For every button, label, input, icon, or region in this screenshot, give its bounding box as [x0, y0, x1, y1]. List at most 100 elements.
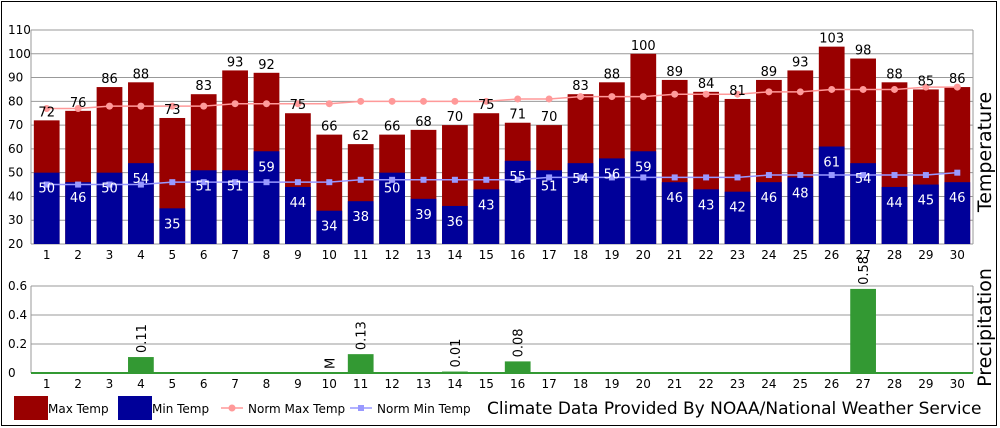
norm-max-temp-point — [294, 100, 302, 108]
min-temp-label: 59 — [635, 160, 652, 175]
temp-x-tick-label: 27 — [855, 248, 870, 262]
temp-x-tick-label: 1 — [43, 248, 51, 262]
temp-x-tick-label: 15 — [479, 248, 494, 262]
min-temp-label: 39 — [415, 208, 432, 223]
temp-x-tick-label: 16 — [510, 248, 525, 262]
min-temp-bar — [347, 201, 374, 244]
precip-y-tick-label: 0 — [8, 366, 16, 380]
norm-min-temp-point — [420, 176, 427, 183]
min-temp-bar — [379, 172, 405, 244]
min-temp-bar — [253, 151, 280, 244]
norm-min-temp-point — [514, 176, 521, 183]
min-temp-label: 48 — [792, 186, 809, 201]
min-temp-label: 54 — [572, 172, 589, 187]
min-temp-bar — [661, 182, 688, 244]
temp-x-tick-label: 3 — [106, 248, 114, 262]
temp-x-tick-label: 29 — [918, 248, 933, 262]
norm-max-temp-point — [734, 90, 741, 98]
temp-x-tick-label: 21 — [667, 248, 682, 262]
max-temp-label: 89 — [666, 65, 683, 80]
max-temp-label: 84 — [698, 77, 715, 92]
min-temp-label: 61 — [823, 156, 840, 171]
norm-min-temp-point — [483, 176, 490, 183]
norm-min-temp-point — [640, 174, 647, 181]
norm-max-temp-point — [388, 97, 396, 105]
norm-min-temp-line — [46, 171, 958, 186]
min-temp-bar — [913, 184, 939, 244]
norm-max-temp-point — [420, 97, 427, 105]
precip-bar — [128, 357, 154, 373]
max-temp-label: 89 — [761, 65, 778, 80]
min-temp-label: 51 — [195, 179, 212, 194]
legend-swatch — [118, 396, 152, 420]
min-temp-label: 54 — [855, 172, 872, 187]
legend-label: Min Temp — [152, 402, 209, 416]
min-temp-label: 54 — [133, 172, 150, 187]
max-temp-label: 98 — [855, 44, 872, 59]
min-temp-bar — [128, 163, 154, 244]
precip-x-tick-label: 17 — [541, 377, 556, 391]
precip-x-tick-label: 6 — [200, 377, 208, 391]
norm-min-temp-point — [294, 179, 301, 186]
norm-max-temp-point — [765, 88, 773, 96]
min-temp-label: 50 — [38, 182, 55, 197]
precip-x-tick-label: 3 — [106, 377, 114, 391]
credit-text: Climate Data Provided By NOAA/National W… — [487, 399, 981, 419]
max-temp-label: 92 — [258, 58, 275, 73]
legend-label: Norm Max Temp — [248, 402, 345, 416]
min-temp-bar — [473, 189, 500, 244]
max-temp-label: 103 — [819, 32, 844, 47]
precip-x-tick-label: 24 — [761, 377, 776, 391]
precip-x-tick-label: 13 — [416, 377, 431, 391]
temp-x-tick-label: 12 — [384, 248, 399, 262]
max-temp-label: 83 — [195, 79, 212, 94]
max-temp-label: 71 — [509, 108, 526, 123]
max-temp-label: 70 — [447, 110, 464, 125]
temp-x-tick-label: 14 — [447, 248, 462, 262]
max-temp-label: 66 — [321, 120, 338, 135]
norm-max-temp-point — [671, 90, 679, 98]
norm-min-temp-point — [169, 179, 176, 186]
min-temp-bar — [881, 186, 908, 244]
norm-min-temp-point — [922, 172, 929, 179]
precip-x-tick-label: 15 — [479, 377, 494, 391]
norm-max-temp-point — [859, 85, 867, 93]
temp-y-tick-label: 50 — [8, 166, 23, 180]
temp-y-tick-label: 70 — [8, 118, 23, 132]
norm-max-temp-point — [828, 85, 836, 93]
norm-min-temp-point — [608, 174, 615, 181]
precip-x-tick-label: 21 — [667, 377, 682, 391]
norm-max-temp-point — [891, 85, 898, 93]
precip-x-tick-label: 5 — [168, 377, 176, 391]
norm-max-temp-point — [545, 95, 553, 103]
min-temp-bar — [630, 151, 657, 244]
temp-x-tick-label: 8 — [263, 248, 271, 262]
temp-y-tick-label: 110 — [8, 23, 31, 37]
max-temp-label: 93 — [227, 55, 244, 70]
norm-max-temp-point — [325, 100, 333, 108]
norm-min-temp-point — [137, 181, 144, 188]
min-temp-label: 51 — [227, 179, 244, 194]
max-temp-label: 85 — [918, 74, 935, 89]
precip-x-tick-label: 9 — [294, 377, 302, 391]
max-temp-label: 70 — [541, 110, 558, 125]
precip-x-tick-label: 14 — [447, 377, 462, 391]
norm-max-temp-point — [953, 83, 961, 91]
norm-max-temp-point — [702, 90, 710, 98]
precip-y-tick-label: 0.6 — [8, 279, 27, 293]
min-temp-bar — [504, 160, 531, 244]
precip-y-tick-label: 0.2 — [8, 337, 27, 351]
norm-min-temp-point — [326, 179, 333, 186]
min-temp-bar — [599, 158, 625, 244]
precip-label: 0.08 — [512, 328, 527, 357]
norm-max-temp-point — [106, 102, 113, 110]
temp-x-tick-label: 19 — [604, 248, 619, 262]
norm-max-temp-point — [43, 104, 51, 112]
precip-x-tick-label: 30 — [950, 377, 965, 391]
max-temp-label: 88 — [133, 67, 150, 82]
norm-min-temp-point — [546, 174, 553, 181]
norm-min-temp-point — [954, 169, 961, 176]
